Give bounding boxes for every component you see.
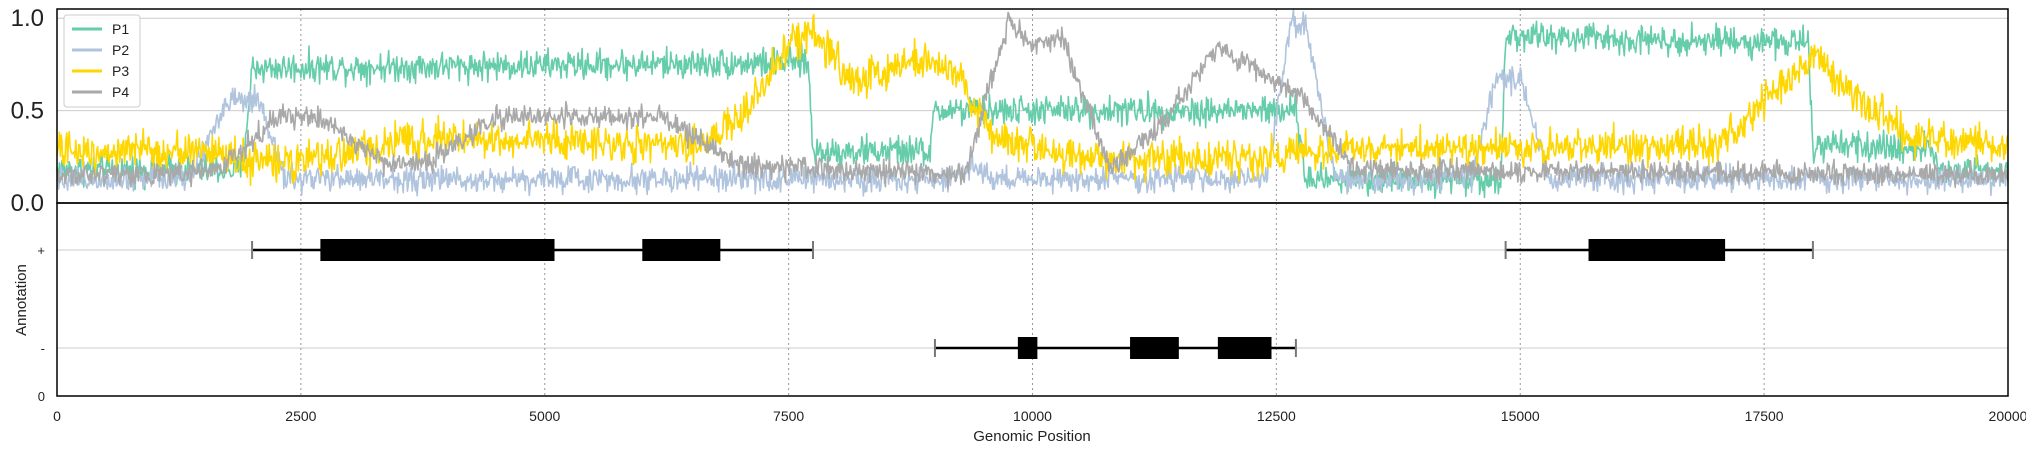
exon-block-1-2 [1217, 337, 1272, 359]
x-axis-label: Genomic Position [973, 428, 1091, 445]
annotation-y-tick-label-1: - [41, 341, 45, 356]
legend-label-p2: P2 [112, 42, 129, 58]
legend: P1 P2 P3 P4 [63, 14, 141, 108]
signal-series-lines [56, 9, 2009, 200]
legend-label-p3: P3 [112, 63, 129, 79]
annotation-panel-frame [56, 202, 2009, 397]
series-line-p1 [56, 20, 2009, 200]
x-tick-label-0: 0 [53, 408, 61, 424]
exon-block-0-1 [642, 239, 721, 261]
series-line-p2 [56, 9, 2009, 197]
x-tick-label-1: 2500 [285, 408, 316, 424]
annotation-gene-tracks [251, 239, 1814, 359]
signal-y-tick-label-1: 0.5 [11, 98, 44, 125]
x-axis-ticks: 0 2500 5000 7500 10000 12500 15000 17500 20000 [53, 408, 2026, 424]
legend-label-p4: P4 [112, 84, 129, 100]
series-line-p3 [56, 13, 2009, 186]
exon-block-1-1 [1130, 337, 1179, 359]
signal-y-ticks: 0.0 0.5 1.0 [11, 5, 44, 217]
y-axis-label: Annotation [13, 264, 30, 336]
legend-items: P1 P2 P3 P4 [72, 21, 129, 100]
legend-label-p1: P1 [112, 21, 129, 37]
x-tick-label-4: 10000 [1013, 408, 1052, 424]
x-tick-label-8: 20000 [1989, 408, 2026, 424]
signal-y-tick-label-2: 1.0 [11, 5, 44, 32]
annotation-y-tick-label-0: 0 [38, 389, 45, 404]
x-tick-label-3: 7500 [773, 408, 804, 424]
exon-block-1-0 [1017, 337, 1038, 359]
exon-block-0-0 [320, 239, 555, 261]
x-tick-label-5: 12500 [1257, 408, 1296, 424]
x-tick-label-7: 17500 [1745, 408, 1784, 424]
annotation-y-tick-label-2: + [37, 243, 45, 258]
x-tick-label-6: 15000 [1501, 408, 1540, 424]
x-tick-label-2: 5000 [529, 408, 560, 424]
legend-box [63, 14, 141, 108]
annotation-y-ticks: 0 - + [37, 243, 45, 404]
series-line-p4 [56, 11, 2009, 190]
exon-block-2-0 [1588, 239, 1726, 261]
signal-y-tick-label-0: 0.0 [11, 190, 44, 217]
